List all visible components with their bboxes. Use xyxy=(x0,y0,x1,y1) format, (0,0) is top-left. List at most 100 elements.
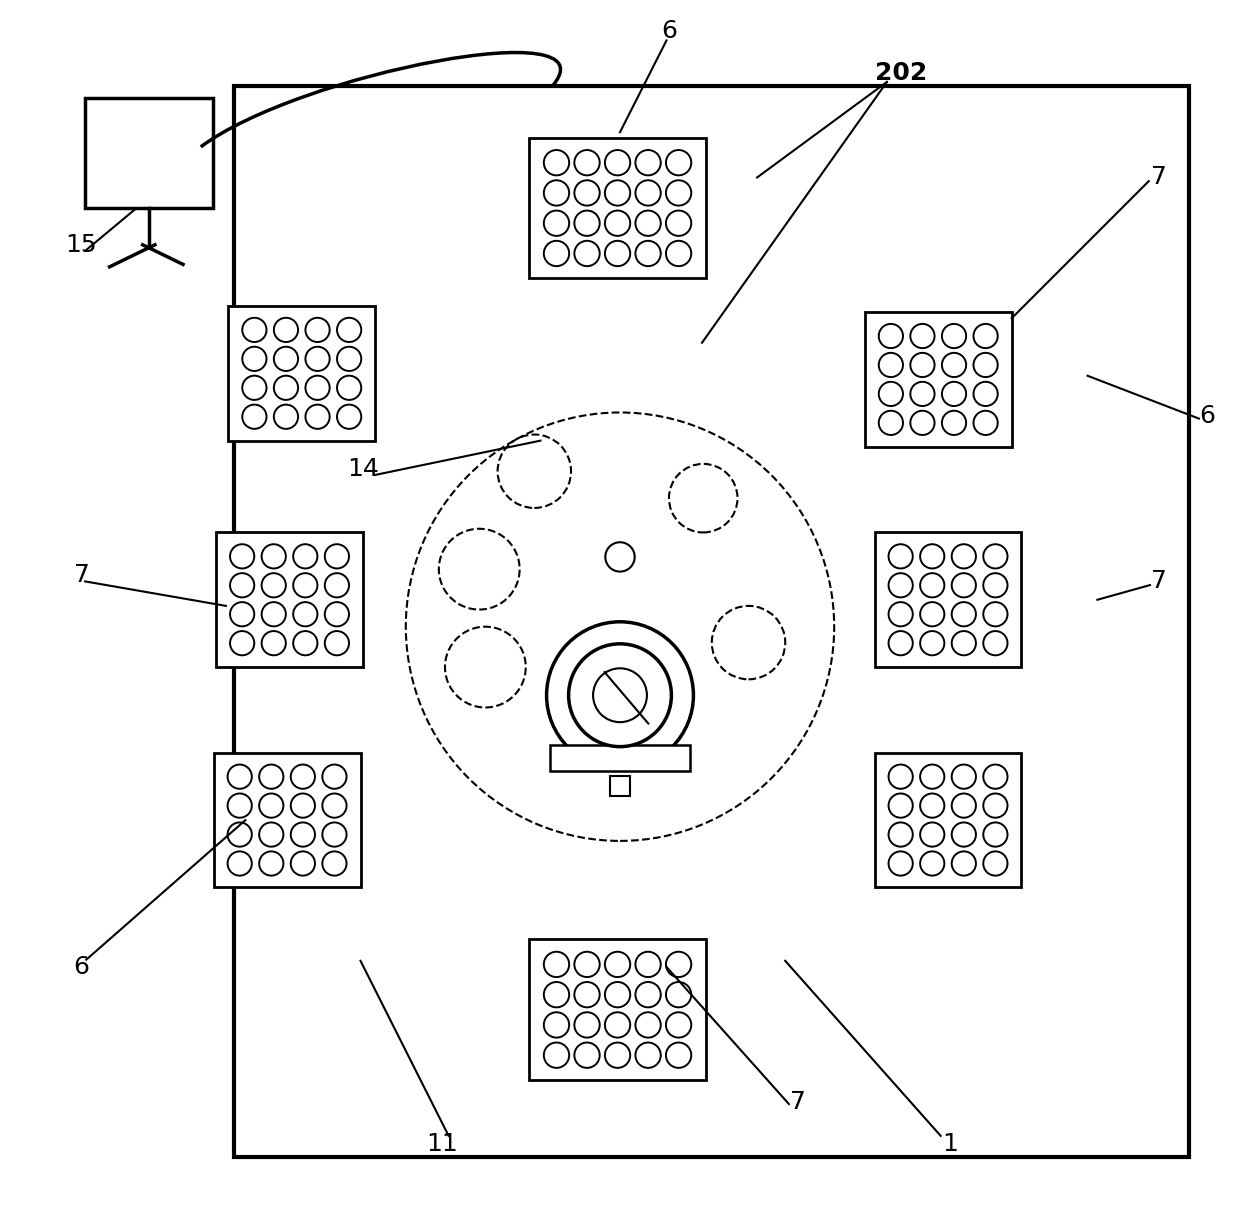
Circle shape xyxy=(635,1043,661,1067)
Circle shape xyxy=(983,852,1008,875)
Text: 7: 7 xyxy=(73,563,89,588)
Circle shape xyxy=(889,602,913,627)
Circle shape xyxy=(605,1043,630,1067)
Circle shape xyxy=(547,622,693,769)
Circle shape xyxy=(262,602,286,627)
Circle shape xyxy=(605,180,630,206)
Circle shape xyxy=(920,765,945,788)
Circle shape xyxy=(889,632,913,655)
Circle shape xyxy=(262,573,286,597)
Circle shape xyxy=(879,353,903,377)
Circle shape xyxy=(262,545,286,568)
Circle shape xyxy=(305,405,330,428)
Circle shape xyxy=(290,765,315,788)
Circle shape xyxy=(325,602,348,627)
Bar xyxy=(228,306,376,441)
Circle shape xyxy=(259,852,284,875)
Circle shape xyxy=(942,353,966,377)
Circle shape xyxy=(920,823,945,847)
Circle shape xyxy=(605,982,630,1007)
Circle shape xyxy=(952,765,976,788)
Circle shape xyxy=(322,823,346,847)
Circle shape xyxy=(889,823,913,847)
Bar xyxy=(610,776,630,796)
Circle shape xyxy=(262,632,286,655)
Circle shape xyxy=(337,376,361,400)
Circle shape xyxy=(337,318,361,341)
Circle shape xyxy=(910,411,935,435)
Circle shape xyxy=(322,852,346,875)
Circle shape xyxy=(920,573,945,597)
Circle shape xyxy=(544,180,569,206)
Circle shape xyxy=(983,545,1008,568)
Text: 15: 15 xyxy=(66,233,97,257)
Text: 11: 11 xyxy=(427,1132,459,1157)
Circle shape xyxy=(973,353,998,377)
Circle shape xyxy=(942,382,966,406)
Bar xyxy=(874,753,1022,887)
Circle shape xyxy=(889,765,913,788)
Circle shape xyxy=(635,180,661,206)
Circle shape xyxy=(325,573,348,597)
Circle shape xyxy=(920,852,945,875)
Circle shape xyxy=(293,602,317,627)
Circle shape xyxy=(942,324,966,348)
Circle shape xyxy=(337,346,361,371)
Bar xyxy=(528,138,707,279)
Bar xyxy=(864,312,1012,447)
Circle shape xyxy=(635,241,661,266)
Circle shape xyxy=(973,324,998,348)
Circle shape xyxy=(666,1043,691,1067)
Circle shape xyxy=(325,545,348,568)
Text: 6: 6 xyxy=(73,955,89,979)
Text: 7: 7 xyxy=(790,1089,806,1114)
Bar xyxy=(216,532,363,667)
Circle shape xyxy=(544,151,569,175)
Circle shape xyxy=(228,852,252,875)
Circle shape xyxy=(889,573,913,597)
Text: 1: 1 xyxy=(942,1132,959,1157)
Circle shape xyxy=(983,823,1008,847)
Circle shape xyxy=(910,353,935,377)
Circle shape xyxy=(574,1012,600,1038)
Circle shape xyxy=(635,151,661,175)
Bar xyxy=(551,745,689,771)
Circle shape xyxy=(290,852,315,875)
Bar xyxy=(528,940,707,1081)
Circle shape xyxy=(889,545,913,568)
Circle shape xyxy=(952,852,976,875)
Circle shape xyxy=(231,573,254,597)
Circle shape xyxy=(259,765,284,788)
Circle shape xyxy=(952,632,976,655)
Circle shape xyxy=(274,346,298,371)
Circle shape xyxy=(293,545,317,568)
Circle shape xyxy=(635,952,661,977)
Circle shape xyxy=(635,211,661,236)
Circle shape xyxy=(920,602,945,627)
Circle shape xyxy=(290,793,315,818)
Circle shape xyxy=(574,180,600,206)
Circle shape xyxy=(605,241,630,266)
Circle shape xyxy=(242,318,267,341)
Bar xyxy=(213,753,361,887)
Text: 7: 7 xyxy=(1151,569,1167,594)
Circle shape xyxy=(635,982,661,1007)
Circle shape xyxy=(574,151,600,175)
Circle shape xyxy=(544,1012,569,1038)
Circle shape xyxy=(544,1043,569,1067)
Circle shape xyxy=(889,852,913,875)
Circle shape xyxy=(666,151,691,175)
Circle shape xyxy=(322,793,346,818)
Circle shape xyxy=(889,793,913,818)
Circle shape xyxy=(666,952,691,977)
Circle shape xyxy=(973,382,998,406)
Circle shape xyxy=(574,241,600,266)
Circle shape xyxy=(666,211,691,236)
Circle shape xyxy=(593,668,647,722)
Circle shape xyxy=(920,632,945,655)
Circle shape xyxy=(337,405,361,428)
Circle shape xyxy=(574,952,600,977)
Circle shape xyxy=(879,324,903,348)
Circle shape xyxy=(605,1012,630,1038)
Circle shape xyxy=(605,211,630,236)
